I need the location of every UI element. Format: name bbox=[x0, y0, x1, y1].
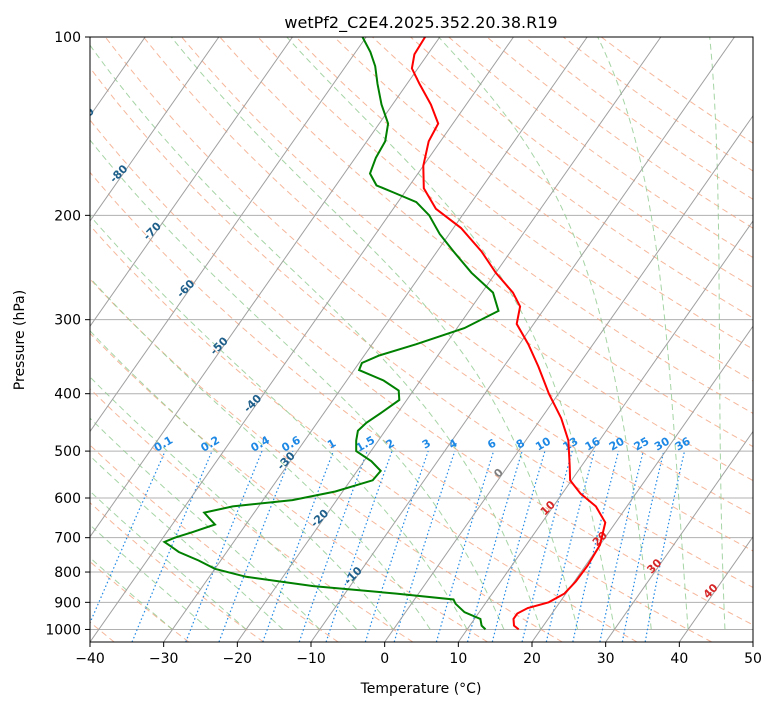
isotherm-line bbox=[310, 37, 735, 642]
y-tick-label: 500 bbox=[54, 444, 81, 460]
mixing-ratio-line bbox=[185, 450, 263, 642]
mixing-ratio-lines bbox=[90, 450, 686, 642]
isotherm-line bbox=[678, 535, 753, 642]
mixing-ratio-line bbox=[466, 450, 523, 642]
dry-adiabat-line bbox=[90, 502, 264, 642]
isotherm-line bbox=[90, 37, 441, 538]
isotherm-label: -90 bbox=[74, 105, 97, 128]
x-tick-label: −10 bbox=[296, 651, 326, 667]
mixing-ratio-line bbox=[131, 450, 213, 642]
dry-adiabat-line bbox=[410, 37, 753, 289]
dry-adiabat-line bbox=[219, 37, 753, 448]
y-tick-label: 700 bbox=[54, 531, 81, 547]
moist-adiabat-line bbox=[90, 417, 321, 630]
moist-adiabat-line bbox=[597, 37, 689, 630]
isotherm-line bbox=[90, 37, 220, 222]
moist-adiabat-line bbox=[90, 44, 542, 630]
x-tick-label: −30 bbox=[149, 651, 179, 667]
plot-frame bbox=[89, 36, 754, 643]
x-tick-label: 10 bbox=[449, 651, 467, 667]
isotherm-line bbox=[90, 37, 514, 642]
plot-area: -100-90-80-70-60-50-40-30-20-10 0.10.20.… bbox=[74, 37, 753, 642]
dry-adiabat-line bbox=[257, 37, 753, 414]
x-tick-label: 0 bbox=[380, 651, 389, 667]
moist-adiabat-line bbox=[90, 214, 468, 630]
isotherm-line bbox=[163, 37, 588, 642]
mixing-ratio-line bbox=[90, 450, 166, 625]
x-tick-label: −40 bbox=[75, 651, 105, 667]
mixing-ratio-line bbox=[599, 450, 644, 642]
dry-adiabat-line bbox=[90, 224, 638, 642]
y-tick-label: 1000 bbox=[45, 622, 81, 638]
dry-adiabat-line bbox=[295, 37, 753, 382]
y-tick-label: 400 bbox=[54, 387, 81, 403]
dry-adiabat-line bbox=[90, 119, 753, 626]
dry-adiabat-line bbox=[90, 332, 488, 642]
isotherm-line bbox=[531, 325, 753, 642]
isotherm-line bbox=[384, 114, 753, 642]
x-tick-label: 50 bbox=[744, 651, 762, 667]
mixing-ratio-line bbox=[572, 450, 620, 642]
y-tick-label: 300 bbox=[54, 313, 81, 329]
moist-adiabat-line bbox=[709, 37, 726, 630]
y-tick-label: 900 bbox=[54, 595, 81, 611]
dry-adiabat-line bbox=[90, 171, 712, 642]
dry-adiabat-line bbox=[104, 37, 753, 552]
x-axis-ticks: −40 −30 −20 −10 0 10 20 30 40 50 bbox=[75, 642, 762, 667]
x-tick-label: 20 bbox=[523, 651, 541, 667]
mixing-ratio-line bbox=[435, 450, 495, 642]
pressure-gridlines bbox=[90, 37, 753, 630]
mixing-ratio-line bbox=[298, 450, 368, 642]
y-tick-label: 100 bbox=[54, 30, 81, 46]
y-axis-label: Pressure (hPa) bbox=[12, 290, 28, 390]
moist-adiabat-line bbox=[90, 330, 394, 630]
x-axis-label: Temperature (°C) bbox=[360, 681, 482, 697]
dewpoint-profile bbox=[162, 37, 500, 631]
y-tick-label: 800 bbox=[54, 565, 81, 581]
isotherm-line bbox=[605, 430, 753, 642]
x-tick-label: 30 bbox=[597, 651, 615, 667]
isotherm-line bbox=[90, 37, 367, 433]
chart-title: wetPf2_C2E4.2025.352.20.38.R19 bbox=[284, 13, 557, 33]
isotherm-line bbox=[457, 220, 753, 642]
y-tick-label: 200 bbox=[54, 208, 81, 224]
dry-adiabat-line bbox=[143, 37, 753, 516]
y-tick-label: 600 bbox=[54, 491, 81, 507]
sounding-profiles bbox=[162, 37, 607, 631]
moist-adiabat-line bbox=[90, 277, 431, 630]
y-axis-ticks: 100 200 300 400 500 600 700 800 900 1000 bbox=[45, 30, 90, 638]
x-tick-label: 40 bbox=[670, 651, 688, 667]
temperature-profile bbox=[410, 37, 607, 631]
moist-adiabat-line bbox=[90, 139, 505, 630]
moist-adiabat-line bbox=[170, 37, 579, 630]
mixing-ratio-line bbox=[218, 450, 294, 642]
isotherms bbox=[90, 37, 753, 642]
dry-adiabat-line bbox=[90, 278, 563, 642]
isotherm-line bbox=[236, 37, 662, 642]
isotherm-line bbox=[90, 37, 293, 328]
moist-adiabat-line bbox=[286, 37, 615, 630]
moist-adiabat-line bbox=[90, 376, 357, 630]
moist-adiabat-line bbox=[438, 37, 652, 630]
mixing-ratio-line bbox=[521, 450, 573, 642]
mixing-ratio-line bbox=[364, 450, 429, 642]
x-tick-label: −20 bbox=[223, 651, 253, 667]
mixing-ratio-line bbox=[325, 450, 393, 642]
